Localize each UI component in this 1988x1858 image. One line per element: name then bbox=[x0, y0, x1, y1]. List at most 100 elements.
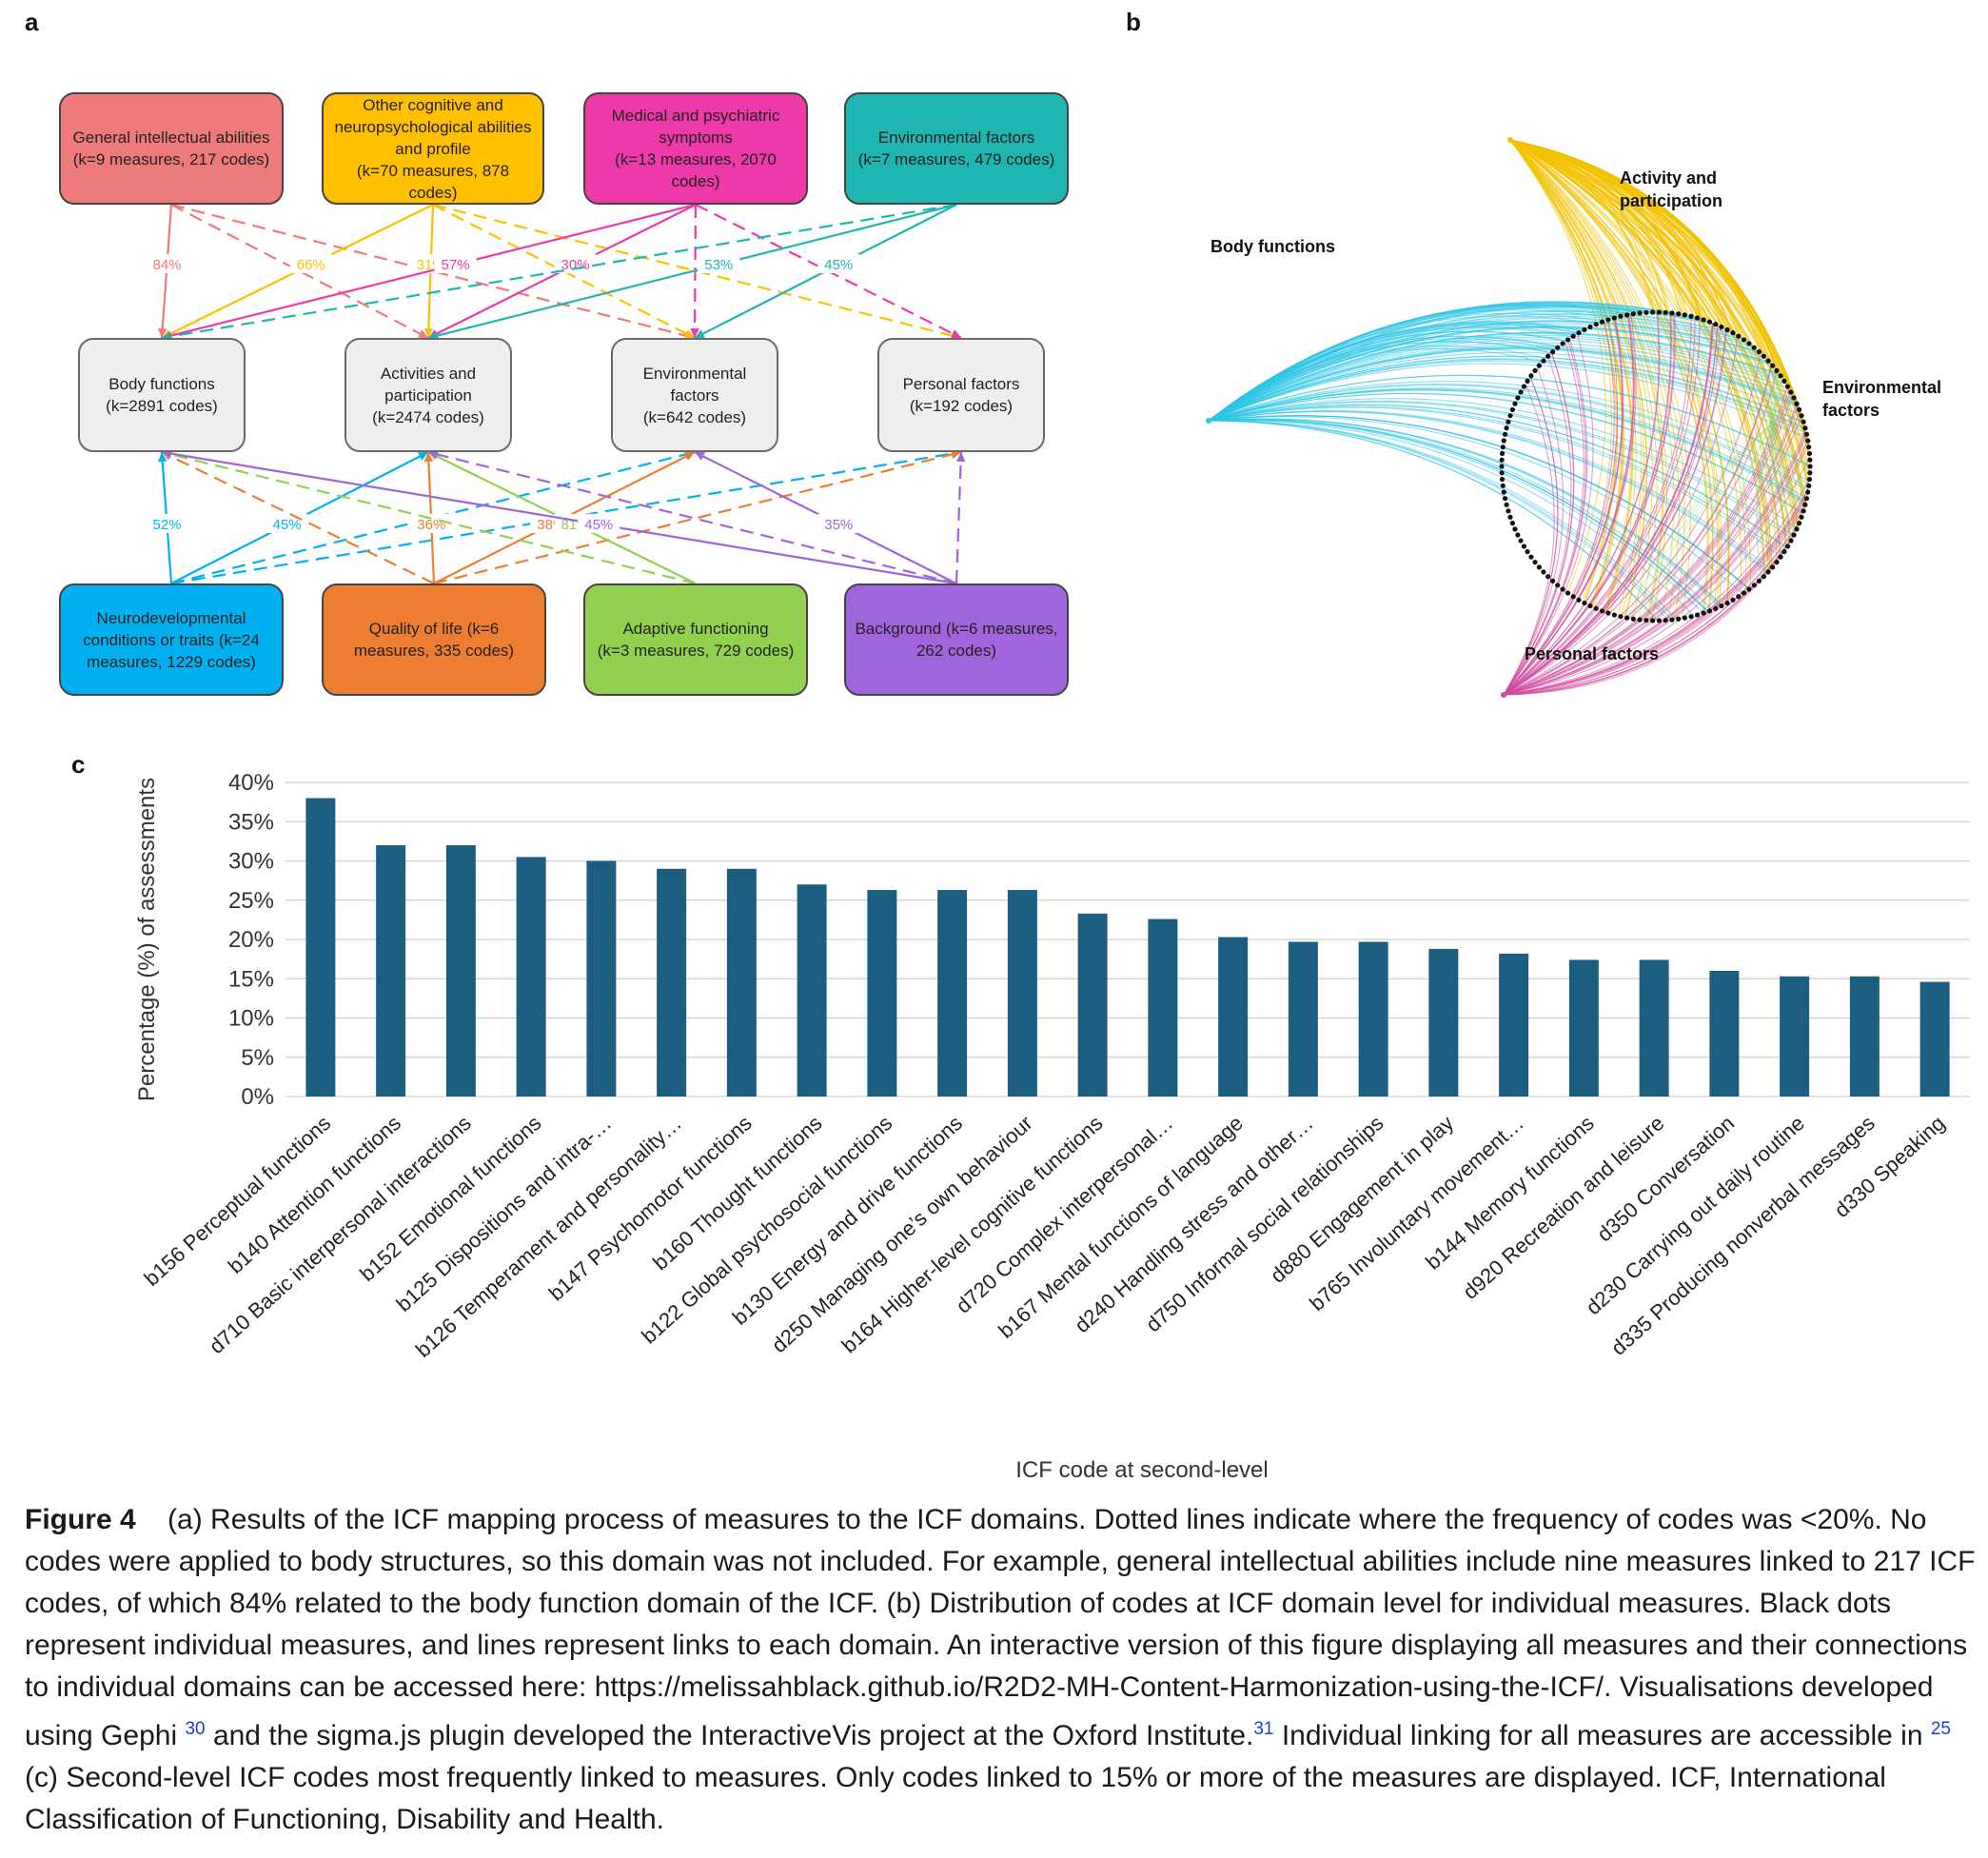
network-edge bbox=[1509, 139, 1619, 603]
hub-node-activity bbox=[1507, 137, 1513, 143]
measure-dot bbox=[1781, 549, 1787, 555]
measure-dot bbox=[1802, 502, 1808, 507]
link-percentage: 45% bbox=[584, 517, 613, 533]
bar bbox=[1077, 913, 1108, 1097]
network-edge bbox=[1503, 521, 1801, 696]
network-edge bbox=[1503, 328, 1727, 696]
reference-link-3[interactable]: 25 bbox=[1930, 1719, 1951, 1739]
network-edge bbox=[1503, 429, 1806, 696]
link-gia-ef bbox=[170, 203, 696, 340]
measure-dot bbox=[1706, 608, 1713, 614]
measure-dot bbox=[1656, 618, 1662, 623]
measure-dot bbox=[1736, 594, 1742, 600]
link-ocn-pf bbox=[432, 203, 962, 340]
measure-dot bbox=[1741, 590, 1747, 596]
measure-dot bbox=[1644, 309, 1649, 315]
y-tick-label: 25% bbox=[228, 888, 274, 914]
reference-link-2[interactable]: 31 bbox=[1253, 1719, 1274, 1739]
x-tick-label: b164 Higher-level cognitive functions bbox=[837, 1111, 1108, 1357]
hub-node-body bbox=[1206, 418, 1211, 424]
measure-dot bbox=[1784, 384, 1791, 389]
network-edge bbox=[1756, 423, 1773, 580]
network-edge bbox=[1509, 139, 1685, 315]
figure-caption: Figure 4 (a) Results of the ICF mapping … bbox=[25, 1499, 1976, 1841]
network-edge bbox=[1509, 139, 1691, 619]
measure-dot bbox=[1807, 464, 1813, 469]
network-edge bbox=[1503, 323, 1714, 696]
measure-dot bbox=[1784, 544, 1791, 549]
measure-dot bbox=[1502, 431, 1508, 437]
measure-dot bbox=[1560, 586, 1565, 592]
measure-dot bbox=[1637, 310, 1643, 316]
network-edge bbox=[1208, 304, 1639, 422]
network-edge bbox=[1509, 139, 1804, 510]
measure-dot bbox=[1545, 574, 1551, 580]
arrowhead bbox=[955, 452, 966, 463]
network-edge bbox=[1742, 339, 1773, 425]
measure-dot bbox=[1506, 508, 1511, 514]
measure-dot bbox=[1694, 612, 1701, 618]
measure-dot bbox=[1611, 612, 1618, 618]
measure-dot bbox=[1499, 470, 1505, 476]
measure-dot bbox=[1669, 310, 1675, 316]
network-edge bbox=[1208, 330, 1566, 422]
measure-dot bbox=[1532, 367, 1538, 373]
measure-dot bbox=[1801, 508, 1806, 514]
measure-dot bbox=[1605, 317, 1611, 323]
bar bbox=[797, 884, 827, 1097]
measure-dot bbox=[1663, 618, 1668, 623]
measure-dot bbox=[1799, 514, 1804, 520]
network-edge bbox=[1509, 139, 1796, 535]
measure-dot bbox=[1576, 330, 1582, 336]
panel-a-label: a bbox=[25, 8, 39, 36]
measure-dot bbox=[1746, 341, 1752, 346]
measure-dot bbox=[1545, 353, 1551, 359]
bar bbox=[657, 868, 687, 1097]
network-edge bbox=[1208, 336, 1786, 422]
measure-dot bbox=[1788, 538, 1794, 544]
network-edge bbox=[1509, 139, 1811, 462]
y-tick-label: 30% bbox=[228, 849, 274, 875]
measure-dot bbox=[1781, 378, 1787, 384]
bar bbox=[1780, 976, 1810, 1097]
measure-dot bbox=[1669, 617, 1675, 623]
measure-dot bbox=[1805, 438, 1811, 444]
pct-label-bg bbox=[817, 254, 860, 273]
arrowhead bbox=[951, 329, 961, 338]
link-percentage: 66% bbox=[297, 257, 325, 273]
panel-b-network: Activity and participation Body function… bbox=[1180, 81, 1979, 709]
network-edge bbox=[1769, 362, 1776, 425]
bar bbox=[376, 845, 406, 1097]
link-percentage: 45% bbox=[824, 257, 853, 273]
measure-dot bbox=[1518, 538, 1524, 544]
measure-dot bbox=[1512, 526, 1518, 532]
measure-dot bbox=[1801, 419, 1806, 425]
measure-dot bbox=[1560, 341, 1565, 346]
measure-dot bbox=[1713, 605, 1719, 611]
network-edge bbox=[1503, 317, 1624, 696]
caption-text-2: and the sigma.js plugin developed the In… bbox=[212, 1720, 1254, 1751]
bar bbox=[1288, 941, 1318, 1097]
x-tick-label: d335 Producing nonverbal messages bbox=[1606, 1111, 1880, 1360]
link-bkg-bf bbox=[161, 450, 957, 585]
pct-label-bg bbox=[817, 513, 860, 533]
measure-dot bbox=[1682, 615, 1687, 621]
measure-dot bbox=[1751, 583, 1757, 588]
measure-dot bbox=[1806, 476, 1813, 483]
network-edge bbox=[1208, 363, 1808, 440]
arrowhead bbox=[423, 327, 434, 338]
network-edge bbox=[1208, 405, 1783, 555]
arrowhead bbox=[428, 330, 439, 341]
network-edge bbox=[1771, 423, 1809, 487]
measure-dot bbox=[1791, 395, 1797, 401]
network-edge bbox=[1634, 423, 1773, 620]
measure-dot bbox=[1599, 608, 1605, 614]
network-edge bbox=[1509, 139, 1799, 528]
network-edge bbox=[1771, 423, 1811, 472]
measure-dot bbox=[1805, 489, 1811, 495]
y-tick-label: 0% bbox=[241, 1084, 274, 1110]
arrowhead bbox=[428, 449, 439, 460]
y-axis-label: Percentage (%) of assessments bbox=[134, 778, 160, 1101]
link-percentage: 36% bbox=[417, 517, 445, 533]
reference-link-1[interactable]: 30 bbox=[185, 1719, 206, 1739]
